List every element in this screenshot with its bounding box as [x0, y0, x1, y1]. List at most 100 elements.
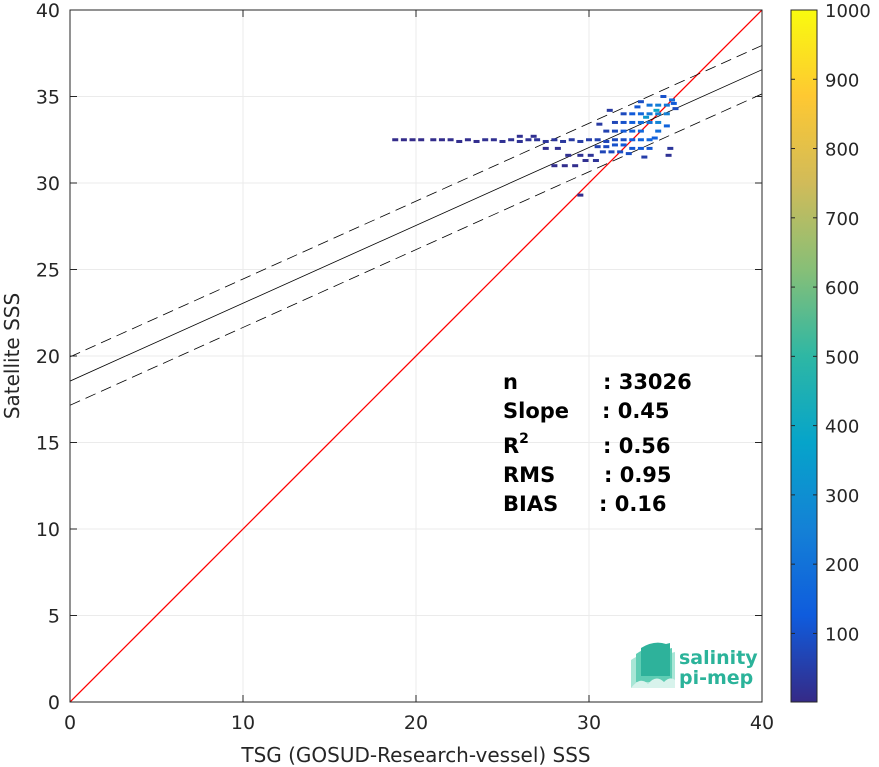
waves-icon: [631, 642, 675, 688]
density-point: [641, 155, 648, 159]
stat-label: Slope: [503, 399, 569, 423]
density-point: [418, 138, 425, 142]
density-point: [637, 100, 644, 104]
colorbar-tick-label: 800: [825, 140, 859, 161]
density-point: [629, 129, 636, 133]
colorbar-tick-label: 1000: [825, 1, 871, 22]
density-point: [637, 120, 644, 124]
density-point: [551, 164, 558, 168]
density-point: [620, 143, 627, 147]
density-point: [670, 101, 677, 105]
y-tick-label: 10: [36, 519, 60, 541]
density-point: [561, 164, 568, 168]
density-point: [667, 146, 674, 150]
density-point: [606, 108, 613, 112]
y-tick-label: 35: [36, 87, 60, 109]
density-point: [611, 138, 618, 142]
density-point: [587, 153, 594, 157]
density-point: [620, 129, 627, 133]
colorbar-tick-label: 700: [825, 209, 859, 230]
colorbar-tick-label: 200: [825, 555, 859, 576]
upper-bound-line: [70, 45, 762, 358]
density-point: [599, 150, 606, 154]
density-point: [608, 150, 615, 154]
density-point: [620, 120, 627, 124]
stat-label: RMS: [503, 463, 555, 487]
density-point: [637, 138, 644, 142]
density-point: [508, 138, 515, 142]
density-point: [554, 146, 561, 150]
density-points: [392, 95, 679, 197]
density-point: [629, 146, 636, 150]
density-point: [637, 129, 644, 133]
density-point: [629, 112, 636, 116]
density-point: [400, 138, 407, 142]
density-point: [464, 138, 471, 142]
density-point: [603, 139, 610, 143]
density-point: [653, 108, 660, 112]
density-point: [603, 129, 610, 133]
density-point: [551, 138, 558, 142]
y-ticks: 0 5 10 15 20 25 30 35 40: [36, 0, 762, 714]
colorbar-tick-label: 300: [825, 486, 859, 507]
density-point: [456, 139, 463, 143]
density-point: [637, 146, 644, 150]
density-point: [620, 112, 627, 116]
density-point: [596, 122, 603, 126]
density-point: [646, 146, 653, 150]
density-point: [482, 138, 489, 142]
density-point: [594, 138, 601, 142]
density-point: [672, 107, 679, 111]
stat-label: n: [503, 370, 518, 394]
density-point: [525, 138, 532, 142]
density-point: [499, 139, 506, 143]
density-point: [655, 120, 662, 124]
density-point: [611, 120, 618, 124]
colorbar-tick-label: 100: [825, 624, 859, 645]
salinity-pi-mep-logo: salinity pi-mep: [631, 642, 758, 689]
density-point: [651, 136, 658, 140]
y-tick-label: 0: [48, 692, 60, 714]
density-point: [646, 103, 653, 107]
density-point: [534, 138, 541, 142]
x-tick-label: 0: [64, 712, 76, 734]
stat-superscript: 2: [519, 431, 529, 447]
density-point: [568, 138, 575, 142]
lower-bound-line: [70, 93, 762, 406]
stat-value: : 33026: [603, 370, 692, 394]
density-point: [594, 145, 601, 149]
density-point: [542, 139, 549, 143]
logo-text-salinity: salinity: [679, 647, 758, 669]
density-point: [560, 139, 567, 143]
y-tick-label: 20: [36, 346, 60, 368]
density-point: [611, 143, 618, 147]
density-point: [629, 138, 636, 142]
density-point: [611, 129, 618, 133]
density-point: [582, 159, 589, 163]
density-point: [617, 150, 624, 154]
density-point: [603, 145, 610, 149]
stat-value: : 0.45: [602, 399, 670, 423]
density-point: [438, 138, 445, 142]
stat-value: : 0.56: [603, 434, 671, 458]
colorbar-tick-label: 400: [825, 417, 859, 438]
density-point: [646, 120, 653, 124]
x-axis-title: TSG (GOSUD-Research-vessel) SSS: [240, 743, 590, 767]
density-point: [530, 134, 537, 138]
density-point: [655, 129, 662, 133]
density-point: [646, 112, 653, 116]
density-point: [663, 103, 670, 107]
density-point: [655, 112, 662, 116]
density-point: [542, 146, 549, 150]
colorbar-tick-label: 900: [825, 70, 859, 91]
x-tick-label: 10: [231, 712, 255, 734]
density-point: [392, 138, 399, 142]
density-point: [430, 138, 437, 142]
x-tick-label: 40: [750, 712, 774, 734]
colorbar-ticks: 100 200 300 400 500 600 700 800 900 1000: [791, 1, 871, 645]
y-tick-label: 40: [36, 0, 60, 22]
density-point: [572, 164, 579, 168]
density-point: [669, 98, 676, 102]
